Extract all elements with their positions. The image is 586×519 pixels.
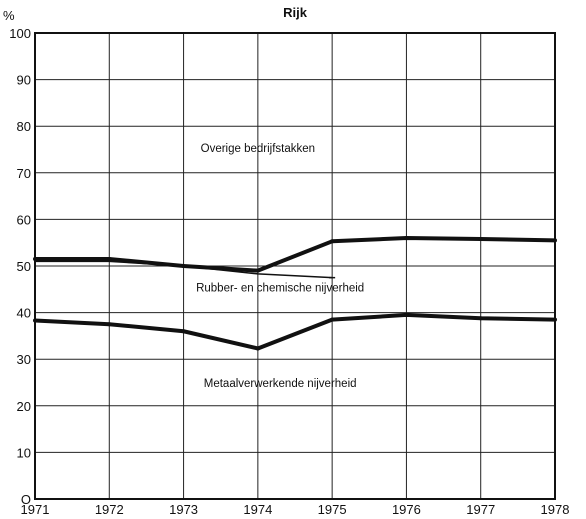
x-tick-labels: 1971 1972 1973 1974 1975 1976 1977 1978 [21,502,570,517]
x-tick-label: 1971 [21,502,50,517]
annotations: Overige bedrijfstakken Rubber- en chemisc… [196,143,364,390]
x-tick-label: 1977 [466,502,495,517]
y-tick-label: 30 [17,352,31,367]
y-tick-label: 20 [17,399,31,414]
data-lines [33,236,557,351]
y-tick-label: 60 [17,212,31,227]
chart-title: Rijk [283,5,308,20]
y-tick-label: 80 [17,119,31,134]
x-tick-label: 1976 [392,502,421,517]
annotation-label: Overige bedrijfstakken [201,143,315,155]
y-axis-label: % [3,8,15,23]
series-line [34,312,556,351]
x-tick-label: 1973 [169,502,198,517]
y-tick-label: 90 [17,73,31,88]
data-point [255,268,260,273]
y-tick-labels: O 10 20 30 40 50 60 70 80 90 100 [9,26,31,507]
x-tick-label: 1972 [95,502,124,517]
y-tick-label: 40 [17,306,31,321]
y-tick-label: 70 [17,166,31,181]
y-tick-label: 50 [17,259,31,274]
annotation-label: Rubber- en chemische nijverheid [196,283,364,295]
y-tick-label: 100 [9,26,31,41]
y-tick-label: O [21,492,31,507]
data-point [181,329,186,334]
annotation-label: Metaalverwerkende nijverheid [204,378,357,390]
data-point [107,322,112,327]
x-tick-label: 1978 [541,502,570,517]
data-point [404,236,409,241]
y-tick-label: 10 [17,445,31,460]
secondary-line [35,260,333,279]
data-point [478,236,483,241]
series-line [35,236,556,273]
data-point [478,316,483,321]
data-point [330,317,335,322]
plot-frame [34,32,556,500]
grid-lines [35,33,555,499]
data-point [107,257,112,262]
x-tick-label: 1975 [318,502,347,517]
x-tick-label: 1974 [243,502,272,517]
data-point [330,239,335,244]
data-point [404,312,409,317]
data-point [255,346,260,351]
